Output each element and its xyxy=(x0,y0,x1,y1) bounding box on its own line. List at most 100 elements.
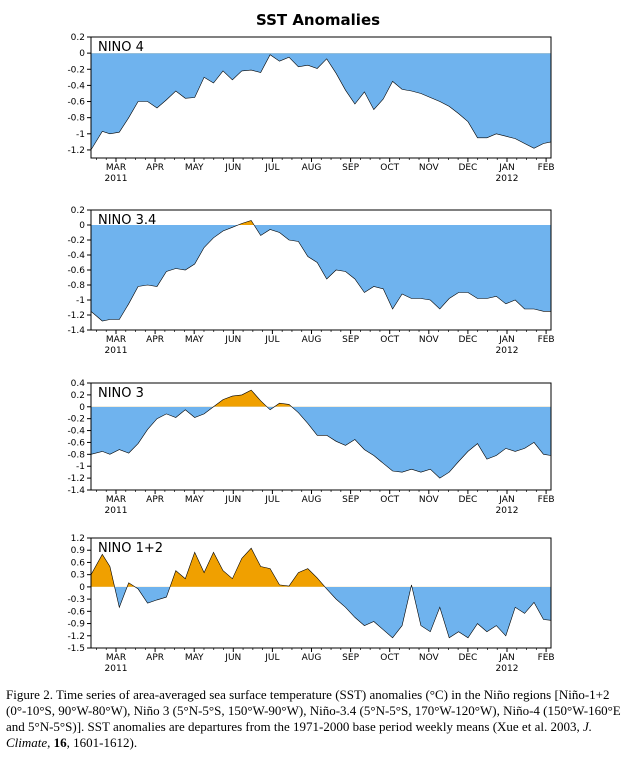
negative-anomaly-area xyxy=(91,586,551,638)
x-year-label: 2011 xyxy=(105,174,128,184)
x-tick-label: NOV xyxy=(419,495,440,505)
y-tick-label: -1.2 xyxy=(67,632,85,642)
x-year-label: 2011 xyxy=(105,506,128,516)
panel-title: NINO 1+2 xyxy=(98,541,163,556)
y-tick-label: 0.2 xyxy=(71,33,85,43)
y-tick-label: -0.2 xyxy=(67,236,85,246)
y-tick-label: -0.6 xyxy=(67,266,85,276)
x-tick-label: JUN xyxy=(224,495,241,505)
panel-nino-3-4: 0.2 0 -0.2 -0.4 -0.6 -0.8 -1 -1.2 -1.4 MAR APR MAY J… xyxy=(67,206,554,356)
x-tick-label: NOV xyxy=(419,653,440,663)
x-tick-label: DEC xyxy=(458,163,477,173)
x-year-label: 2011 xyxy=(105,346,128,356)
x-tick-label: APR xyxy=(146,653,164,663)
x-tick-label: JUL xyxy=(264,495,279,505)
y-tick-label: -1.2 xyxy=(67,146,85,156)
x-tick-label: NOV xyxy=(419,335,440,345)
y-tick-label: -0.3 xyxy=(67,595,85,605)
x-tick-label: FEB xyxy=(538,653,555,663)
x-tick-label: DEC xyxy=(458,653,477,663)
y-tick-label: -0.2 xyxy=(67,415,85,425)
negative-anomaly-area xyxy=(91,406,551,479)
x-tick-label: SEP xyxy=(342,163,359,173)
x-tick-label: AUG xyxy=(302,653,322,663)
x-year-label: 2012 xyxy=(496,174,519,184)
y-tick-label: -0.4 xyxy=(67,81,85,91)
y-tick-label: -0.6 xyxy=(67,607,85,617)
x-tick-label: JAN xyxy=(498,495,514,505)
y-tick-label: 0.2 xyxy=(71,206,85,216)
y-tick-label: 0.9 xyxy=(71,546,86,556)
panel-title: NINO 3.4 xyxy=(98,213,156,228)
x-tick-label: OCT xyxy=(380,335,399,345)
x-tick-label: FEB xyxy=(538,335,555,345)
y-tick-label: -0.9 xyxy=(67,620,85,630)
negative-anomaly-area xyxy=(91,225,551,321)
caption-comma: , xyxy=(47,735,54,750)
y-tick-label: -1.5 xyxy=(67,644,85,654)
y-tick-label: -0.6 xyxy=(67,438,85,448)
y-tick-label: -0.8 xyxy=(67,114,85,124)
sst-anomalies-figure: SST Anomalies 0.2 0 -0.2 -0.4 -0.6 -0.8 -1 -1.2… xyxy=(67,11,555,674)
y-tick-label: -1.2 xyxy=(67,311,85,321)
x-year-label: 2012 xyxy=(496,506,519,516)
x-tick-label: AUG xyxy=(302,163,322,173)
y-tick-label: -1.4 xyxy=(67,486,85,496)
series-line xyxy=(91,547,551,639)
x-year-label: 2012 xyxy=(496,346,519,356)
caption-volume: 16 xyxy=(53,735,67,750)
x-tick-label: JUN xyxy=(224,335,241,345)
x-tick-label: APR xyxy=(146,495,164,505)
y-tick-label: -1 xyxy=(76,296,85,306)
y-tick-label: -0.8 xyxy=(67,450,85,460)
y-tick-label: -0.6 xyxy=(67,98,85,108)
y-tick-label: 0 xyxy=(79,583,85,593)
x-year-label: 2011 xyxy=(105,664,128,674)
y-tick-label: -0.2 xyxy=(67,65,85,75)
panel-title: NINO 4 xyxy=(98,40,144,55)
x-tick-label: JUL xyxy=(264,335,279,345)
x-tick-label: MAY xyxy=(185,653,204,663)
x-tick-label: MAR xyxy=(106,335,126,345)
y-tick-label: 0.4 xyxy=(71,379,86,389)
y-tick-label: 0 xyxy=(79,49,85,59)
y-tick-label: 0.3 xyxy=(71,571,85,581)
y-tick-label: -0.8 xyxy=(67,281,85,291)
x-tick-label: SEP xyxy=(342,335,359,345)
x-tick-label: MAY xyxy=(185,335,204,345)
y-tick-label: 0.6 xyxy=(71,558,86,568)
x-tick-label: AUG xyxy=(302,335,322,345)
caption-pages: , 1601-1612). xyxy=(66,735,138,750)
x-tick-label: JAN xyxy=(498,653,514,663)
panel-title: NINO 3 xyxy=(98,386,144,401)
x-tick-label: APR xyxy=(146,335,164,345)
figure-title: SST Anomalies xyxy=(256,11,380,29)
x-tick-label: MAR xyxy=(106,653,126,663)
x-tick-label: JAN xyxy=(498,335,514,345)
y-tick-label: -0.4 xyxy=(67,251,85,261)
y-tick-label: -1.2 xyxy=(67,474,85,484)
x-year-label: 2012 xyxy=(496,664,519,674)
x-tick-label: DEC xyxy=(458,335,477,345)
panel-nino-1-2: 1.2 0.9 0.6 0.3 0 -0.3 -0.6 -0.9 -1.2 -1.5 MAR APR M… xyxy=(67,534,554,674)
x-tick-label: MAY xyxy=(185,163,204,173)
y-tick-label: -1 xyxy=(76,130,85,140)
x-tick-label: MAR xyxy=(106,495,126,505)
x-tick-label: JAN xyxy=(498,163,514,173)
series-line xyxy=(91,54,551,151)
y-tick-label: -1 xyxy=(76,462,85,472)
x-tick-label: JUL xyxy=(264,653,279,663)
x-tick-label: JUN xyxy=(224,163,241,173)
caption-text: Figure 2. Time series of area-averaged s… xyxy=(6,687,621,734)
x-tick-label: NOV xyxy=(419,163,440,173)
x-tick-label: MAR xyxy=(106,163,126,173)
positive-anomaly-area xyxy=(213,390,292,407)
y-tick-label: 0 xyxy=(79,221,85,231)
x-tick-label: MAY xyxy=(185,495,204,505)
y-tick-label: 0 xyxy=(79,403,85,413)
y-tick-label: 0.2 xyxy=(71,391,85,401)
y-tick-label: 1.2 xyxy=(71,534,85,544)
series-line xyxy=(91,220,551,322)
x-tick-label: OCT xyxy=(380,163,399,173)
x-tick-label: FEB xyxy=(538,495,555,505)
